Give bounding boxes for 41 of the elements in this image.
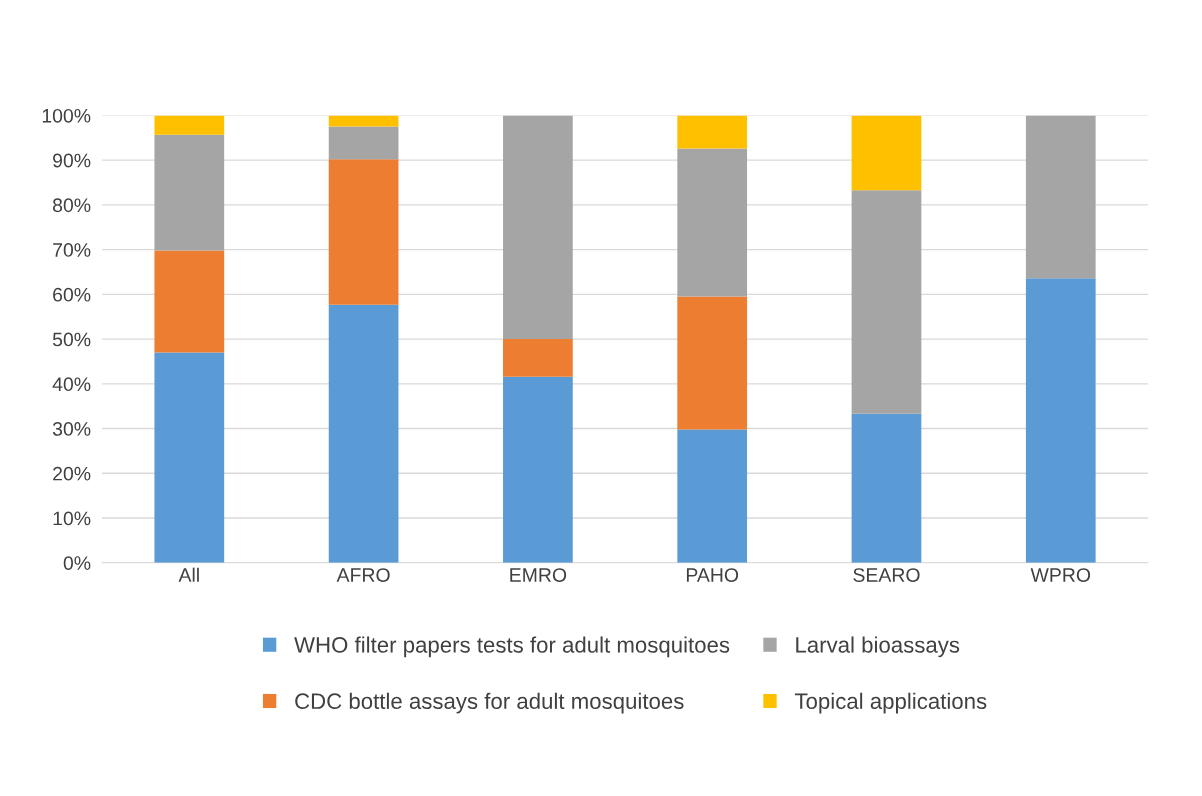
y-tick-label: 10% — [53, 511, 91, 526]
bar — [154, 134, 225, 251]
legend-label: CDC bottle assays for adult mosquitoes — [295, 692, 684, 714]
y-tick-label: 90% — [53, 153, 91, 168]
bar — [154, 352, 225, 563]
bar — [851, 190, 922, 414]
bar — [328, 115, 399, 127]
bar — [677, 429, 748, 563]
x-tick-label: SEARO — [853, 568, 920, 582]
y-tick-label: 0% — [63, 556, 91, 571]
y-tick-label: 50% — [52, 332, 91, 347]
bar — [1025, 115, 1096, 279]
bar — [328, 304, 399, 563]
bar — [1025, 278, 1096, 563]
bar — [677, 148, 748, 297]
x-tick-label: PAHO — [686, 568, 739, 582]
bar — [154, 250, 225, 353]
y-tick-label: 20% — [53, 466, 91, 481]
bar — [328, 159, 399, 305]
y-tick-label: 60% — [53, 287, 91, 302]
y-tick-label: 30% — [52, 422, 91, 436]
y-tick-label: 70% — [53, 243, 91, 257]
y-tick-label: 40% — [52, 377, 91, 392]
x-tick-label: EMRO — [510, 568, 567, 582]
y-tick-label: 80% — [52, 198, 91, 213]
x-tick-label: All — [178, 567, 199, 582]
bar — [677, 296, 748, 430]
bar — [851, 413, 922, 563]
bar — [851, 115, 922, 191]
legend-label: WHO filter papers tests for adult mosquitoes — [294, 636, 730, 658]
bar — [503, 115, 573, 340]
y-tick-label: 100% — [42, 108, 91, 123]
bar — [328, 126, 399, 160]
legend-label: Larval bioassays — [796, 636, 960, 658]
legend-label: Topical applications — [794, 692, 987, 714]
bar — [503, 376, 573, 563]
bar — [677, 115, 748, 149]
x-tick-label: AFRO — [336, 568, 390, 582]
bar — [154, 115, 225, 135]
x-tick-label: WPRO — [1030, 568, 1091, 582]
bar — [503, 339, 573, 377]
